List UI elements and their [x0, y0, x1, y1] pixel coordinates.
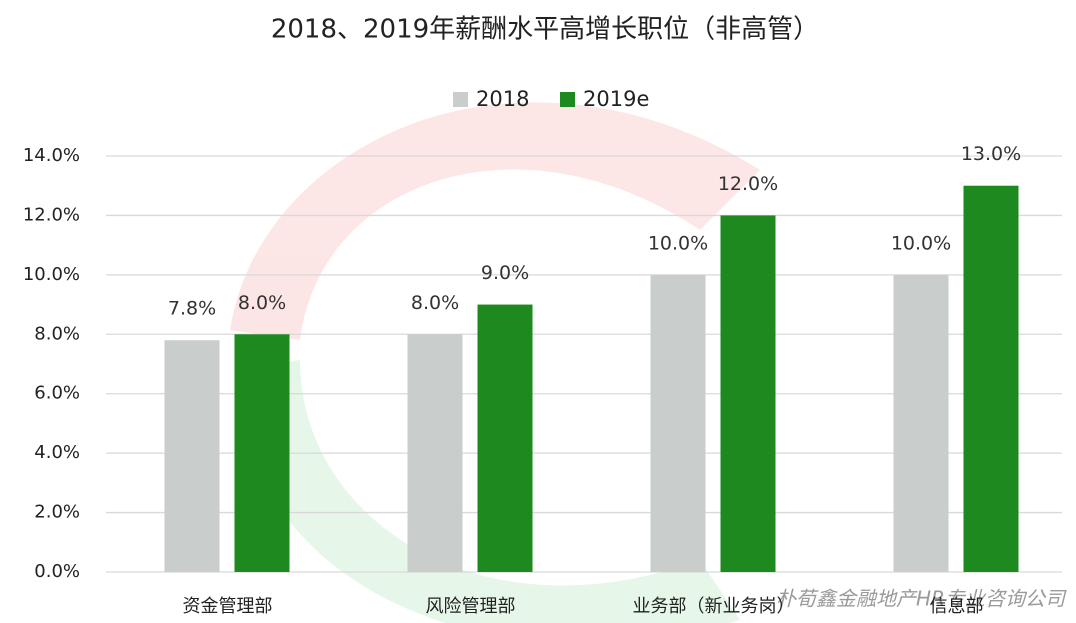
legend-label: 2018 [476, 87, 529, 111]
y-tick-label: 8.0% [34, 323, 80, 344]
y-tick-label: 0.0% [34, 561, 80, 582]
bar [720, 215, 776, 572]
y-tick-label: 4.0% [34, 442, 80, 463]
legend-swatch [560, 92, 575, 107]
y-tick-label: 14.0% [23, 145, 80, 166]
data-label: 9.0% [481, 262, 529, 284]
bar [234, 334, 290, 572]
bar [963, 185, 1019, 572]
legend-label: 2019e [583, 87, 649, 111]
data-label: 12.0% [718, 173, 778, 195]
data-label: 10.0% [648, 232, 708, 254]
data-label: 8.0% [411, 292, 459, 314]
y-tick-label: 12.0% [23, 204, 80, 225]
y-tick-label: 6.0% [34, 383, 80, 404]
data-label: 13.0% [961, 143, 1021, 165]
bar [893, 274, 949, 572]
background-logo [230, 102, 760, 623]
data-label: 7.8% [168, 298, 216, 320]
x-tick-label: 业务部（新业务岗） [633, 596, 795, 617]
x-tick-label: 风险管理部 [426, 596, 516, 617]
data-label: 8.0% [238, 292, 286, 314]
y-tick-label: 10.0% [23, 264, 80, 285]
x-tick-label: 信息部 [930, 596, 984, 617]
y-tick-label: 2.0% [34, 502, 80, 523]
bar [650, 274, 706, 572]
watermark: 朴荀鑫金融地产HR专业咨询公司 [776, 587, 1067, 611]
bar [477, 304, 533, 572]
bar [407, 334, 463, 572]
bar [164, 340, 220, 572]
x-tick-label: 资金管理部 [183, 596, 273, 617]
chart-title: 2018、2019年薪酬水平高增长职位（非高管） [271, 15, 819, 45]
data-label: 10.0% [891, 232, 951, 254]
legend-swatch [453, 92, 468, 107]
